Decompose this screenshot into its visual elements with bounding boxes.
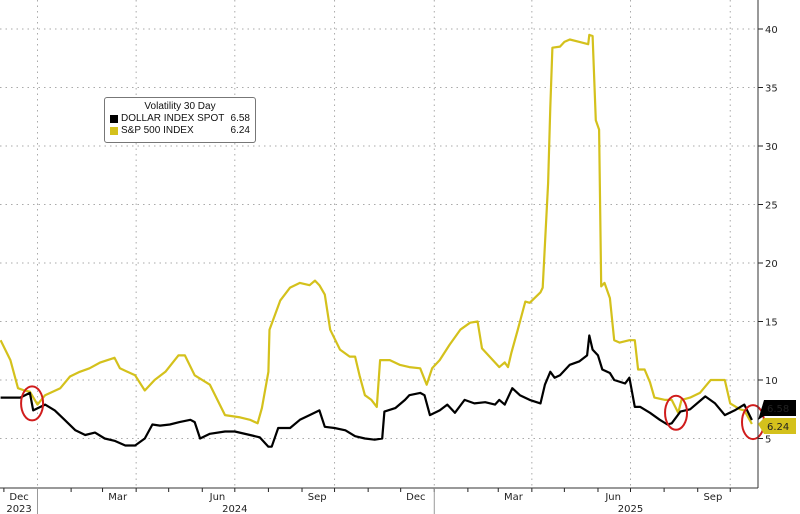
x-year-label: 2024	[222, 504, 247, 514]
y-tick-label: 25	[765, 201, 778, 212]
x-tick-label: Jun	[604, 492, 621, 503]
x-tick-label: Dec	[9, 492, 28, 503]
badge-shape	[758, 418, 796, 434]
sp500-line	[0, 33, 753, 425]
y-tick-label: 20	[765, 259, 778, 270]
y-tick-label: 10	[765, 376, 778, 387]
y-tick-label: 5	[765, 435, 771, 446]
x-tick-label: Jun	[209, 492, 226, 503]
y-tick-label: 30	[765, 142, 778, 153]
legend-title: Volatility 30 Day	[144, 101, 216, 112]
y-tick-label: 40	[765, 25, 778, 36]
legend-label: DOLLAR INDEX SPOT	[121, 113, 225, 124]
legend: Volatility 30 Day DOLLAR INDEX SPOT 6.58…	[104, 97, 256, 143]
legend-swatch-yellow	[110, 127, 118, 135]
series-lines	[0, 33, 753, 448]
legend-item-sp500: S&P 500 INDEX 6.24	[110, 125, 250, 137]
x-tick-label: Mar	[108, 492, 128, 503]
legend-value: 6.58	[230, 113, 250, 124]
badge-text: 6.58	[767, 404, 789, 415]
x-year-label: 2025	[618, 504, 643, 514]
x-tick-label: Sep	[703, 492, 722, 503]
x-tick-label: Dec	[406, 492, 425, 503]
grid	[0, 0, 758, 488]
dollar-index-line	[0, 334, 753, 448]
x-year-label: 2023	[6, 504, 31, 514]
badge-shape	[758, 400, 796, 421]
dollar-last-value-badge: 6.58	[758, 400, 796, 421]
sp500-last-value-badge: 6.24	[758, 418, 796, 434]
y-tick-label: 35	[765, 84, 778, 95]
x-tick-label: Sep	[308, 492, 327, 503]
x-tick-label: Mar	[504, 492, 524, 503]
red-circle-annotation	[664, 394, 689, 431]
legend-label: S&P 500 INDEX	[121, 125, 194, 136]
badge-text: 6.24	[767, 422, 789, 433]
y-tick-label: 15	[765, 318, 778, 329]
legend-item-dollar: DOLLAR INDEX SPOT 6.58	[110, 113, 250, 125]
legend-value: 6.24	[230, 125, 250, 136]
red-circle-annotation	[20, 385, 45, 422]
legend-swatch-black	[110, 115, 118, 123]
